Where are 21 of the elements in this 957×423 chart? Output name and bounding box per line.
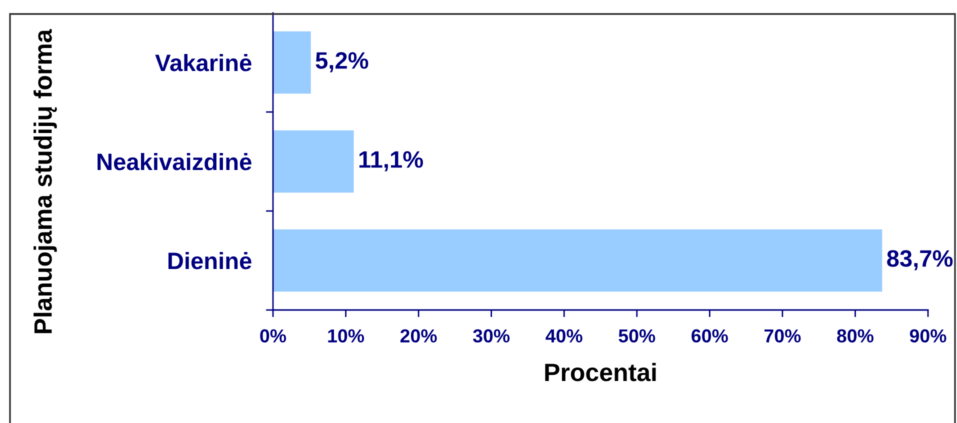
y-tick-label: Neakivaizdinė	[98, 152, 252, 170]
x-tick-label: 10%	[328, 329, 364, 343]
x-tick-label: 40%	[546, 329, 582, 343]
y-tick-label: Vakarinė	[155, 54, 252, 72]
x-tick-label: 80%	[837, 329, 874, 343]
y-tick-label: Dieninė	[168, 252, 252, 270]
x-tick-label: 60%	[692, 329, 728, 343]
data-label: 5,2%	[316, 52, 368, 72]
data-label: 83,7%	[887, 250, 953, 270]
x-axis-title: Procentai	[545, 362, 656, 382]
bar	[273, 229, 882, 292]
data-label: 11,1%	[359, 151, 423, 172]
x-tick-label: 30%	[473, 329, 510, 343]
y-axis-title: Planuojama studijų forma	[34, 29, 57, 334]
x-tick-label: 0%	[260, 329, 286, 343]
x-tick-label: 20%	[400, 329, 437, 343]
x-tick-label: 70%	[764, 329, 801, 343]
x-tick-label: 90%	[910, 329, 946, 343]
bar	[273, 130, 354, 193]
bar	[273, 31, 311, 94]
x-tick-label: 50%	[618, 329, 656, 343]
